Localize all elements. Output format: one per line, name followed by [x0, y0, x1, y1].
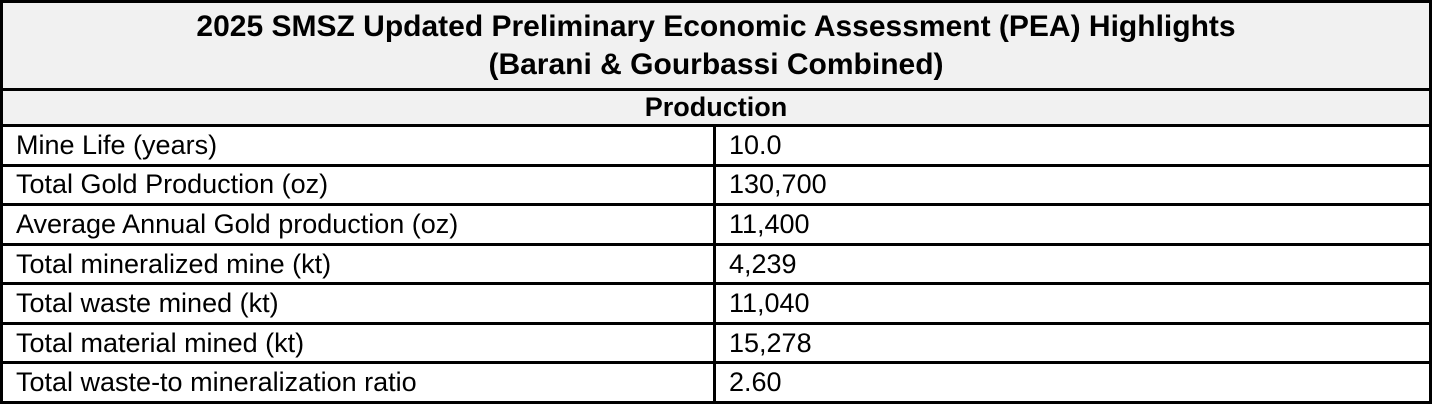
table-title-line-1: 2025 SMSZ Updated Preliminary Economic A…: [196, 9, 1236, 43]
table-row-mine-life: Mine Life (years) 10.0: [3, 127, 1429, 167]
row-value: 11,040: [729, 288, 810, 319]
table-row-waste-to-mineralization-ratio: Total waste-to mineralization ratio 2.60: [3, 364, 1429, 402]
row-label: Total waste-to mineralization ratio: [3, 364, 716, 402]
row-label: Mine Life (years): [3, 127, 716, 164]
row-value: 15,278: [729, 327, 812, 358]
row-value: 130,700: [729, 169, 827, 200]
row-label: Total waste mined (kt): [3, 285, 716, 322]
table-row-average-annual-gold-production: Average Annual Gold production (oz) 11,4…: [3, 206, 1429, 246]
row-label: Total Gold Production (oz): [3, 166, 716, 204]
section-header-production: Production: [3, 91, 1429, 127]
table-row-total-waste-mined: Total waste mined (kt) 11,040: [3, 285, 1429, 325]
row-label: Average Annual Gold production (oz): [3, 206, 716, 243]
row-value: 10.0: [729, 129, 782, 160]
table-row-total-gold-production: Total Gold Production (oz) 130,700: [3, 166, 1429, 207]
table-row-total-mineralized-mine: Total mineralized mine (kt) 4,239: [3, 245, 1429, 286]
table-title: 2025 SMSZ Updated Preliminary Economic A…: [3, 3, 1429, 91]
row-label: Total mineralized mine (kt): [3, 245, 716, 283]
table-row-total-material-mined: Total material mined (kt) 15,278: [3, 324, 1429, 365]
row-label: Total material mined (kt): [3, 324, 716, 362]
table-title-line-2: (Barani & Gourbassi Combined): [488, 47, 944, 81]
row-value: 4,239: [729, 248, 797, 279]
row-value: 2.60: [729, 367, 782, 398]
row-value: 11,400: [729, 208, 810, 239]
